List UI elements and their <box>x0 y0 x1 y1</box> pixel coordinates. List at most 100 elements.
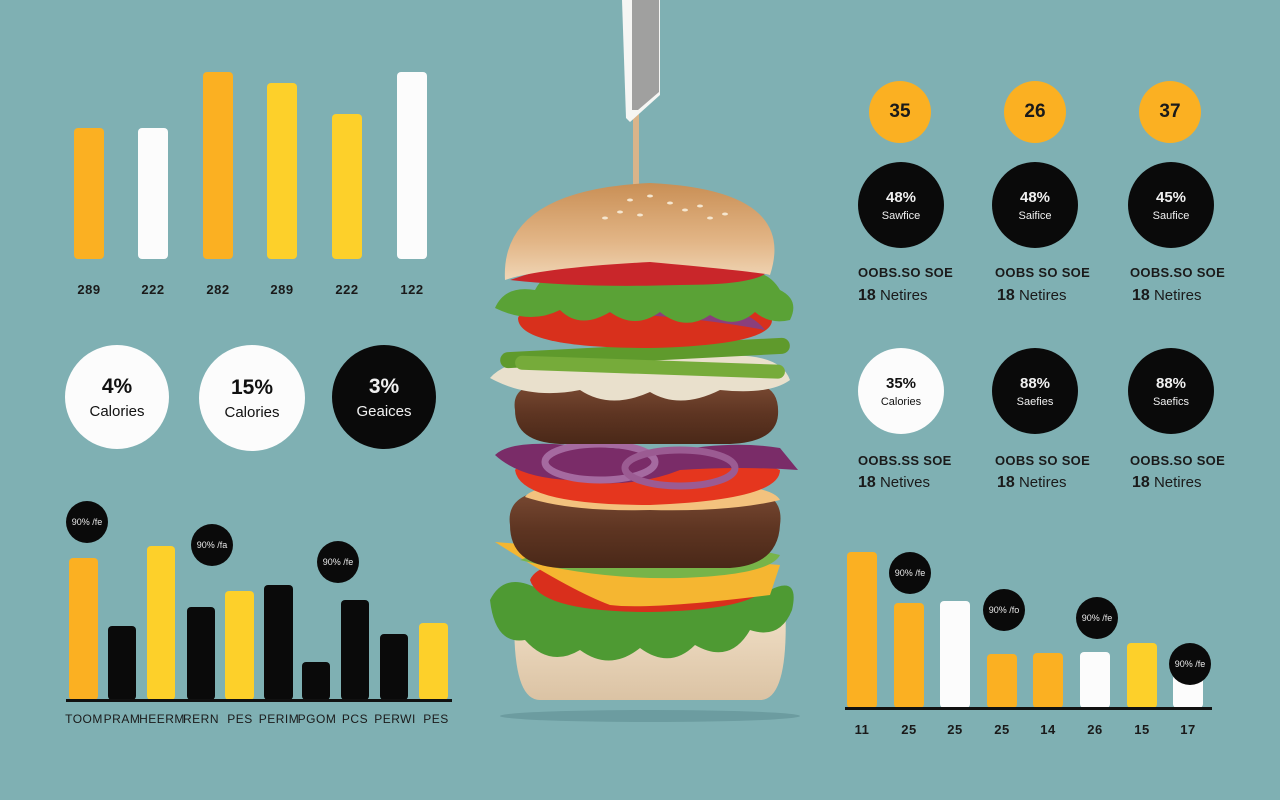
x-axis-line <box>845 707 1212 710</box>
stat-label: Sawfice <box>881 209 921 222</box>
chart-bar <box>138 128 168 259</box>
chart-bar <box>302 662 330 700</box>
stat-percent: 35% <box>885 374 917 392</box>
stat-label: Saufice <box>1152 209 1190 222</box>
chart-bar <box>203 72 233 259</box>
bar-label: 122 <box>400 282 424 297</box>
bar-label: PES <box>227 712 253 726</box>
stat-count: 18 Netives <box>858 474 930 492</box>
stat-code: OOBS.SO SOE <box>1130 265 1226 280</box>
bar-label: TOOM <box>65 712 103 726</box>
stat-label: Saefics <box>1152 395 1190 408</box>
stat-circle: 4% Calories <box>65 345 169 449</box>
chart-bar <box>1080 652 1110 708</box>
bar-label: 17 <box>1180 722 1196 737</box>
stat-code: OOBS.SS SOE <box>858 453 952 468</box>
stat-count-value: 18 <box>997 474 1015 491</box>
number-value: 35 <box>889 101 911 122</box>
chart-bar <box>940 601 970 708</box>
percent-badge: 90% /fo <box>983 589 1025 631</box>
stat-code: OOBS.SO SOE <box>1130 453 1226 468</box>
stat-count: 18 Netires <box>1132 474 1201 492</box>
stat-circle: 88% Saefies <box>992 348 1078 434</box>
stat-label: Calories <box>880 395 922 408</box>
stat-count-unit: Netives <box>879 474 930 491</box>
stat-percent: 48% <box>1019 188 1051 206</box>
chart-bar <box>1127 643 1157 708</box>
stat-count-value: 18 <box>858 287 876 304</box>
chart-bar <box>69 558 98 700</box>
chart-bar <box>397 72 427 259</box>
bar-label: 289 <box>270 282 294 297</box>
stat-percent: 88% <box>1155 374 1187 392</box>
stat-count-value: 18 <box>997 287 1015 304</box>
number-circle: 26 <box>1004 81 1066 143</box>
chart-bar <box>341 600 369 700</box>
stat-percent: 3% <box>368 374 400 398</box>
chart-bar <box>987 654 1017 708</box>
stat-code: OOBS SO SOE <box>995 453 1091 468</box>
percent-badge: 90% /fe <box>889 552 931 594</box>
chart-bar <box>847 552 877 708</box>
stat-count-value: 18 <box>1132 287 1150 304</box>
chart-bar <box>380 634 408 700</box>
stat-count-unit: Netires <box>1153 474 1202 491</box>
burger-icon <box>490 0 800 722</box>
chart-bar <box>267 83 297 259</box>
chart-bar <box>264 585 293 700</box>
bar-label: 222 <box>141 282 165 297</box>
stat-circle: 88% Saefics <box>1128 348 1214 434</box>
chart-bar <box>225 591 254 700</box>
bar-label: 15 <box>1134 722 1150 737</box>
stat-count: 18 Netires <box>997 287 1066 305</box>
chart-bar <box>74 128 104 259</box>
number-value: 26 <box>1024 101 1046 122</box>
stat-code: OOBS.SO SOE <box>858 265 954 280</box>
stat-percent: 45% <box>1155 188 1187 206</box>
stat-count: 18 Netires <box>997 474 1066 492</box>
x-axis-line <box>66 699 452 702</box>
stat-count: 18 Netires <box>858 287 927 305</box>
stat-label: Saifice <box>1018 209 1052 222</box>
stat-percent: 15% <box>230 375 274 399</box>
chart-bar <box>108 626 136 700</box>
stat-circle: 3% Geaices <box>332 345 436 449</box>
stat-count-unit: Netires <box>879 287 928 304</box>
number-circle: 35 <box>869 81 931 143</box>
bar-label: PGOM <box>297 712 337 726</box>
bar-label: 222 <box>335 282 359 297</box>
bar-label: PCS <box>341 712 369 726</box>
bar-label: PES <box>423 712 449 726</box>
bar-label: 289 <box>77 282 101 297</box>
percent-badge: 90% /fe <box>66 501 108 543</box>
stat-label: Calories <box>224 403 280 421</box>
stat-circle: 48% Saifice <box>992 162 1078 248</box>
chart-bar <box>1033 653 1063 708</box>
stat-percent: 4% <box>101 374 133 398</box>
stat-count: 18 Netires <box>1132 287 1201 305</box>
stat-circle: 35% Calories <box>858 348 944 434</box>
bar-label: PERIM <box>258 712 300 726</box>
number-circle: 37 <box>1139 81 1201 143</box>
chart-bar <box>419 623 448 700</box>
bar-label: 11 <box>854 722 870 737</box>
stat-circle: 15% Calories <box>199 345 305 451</box>
stat-count-unit: Netires <box>1018 287 1067 304</box>
bar-label: PERWI <box>374 712 416 726</box>
number-value: 37 <box>1159 101 1181 122</box>
stat-circle: 48% Sawfice <box>858 162 944 248</box>
percent-badge: 90% /fe <box>1169 643 1211 685</box>
stat-count-value: 18 <box>858 474 876 491</box>
chart-bar <box>187 607 215 700</box>
bar-label: PRAM <box>103 712 141 726</box>
burger-illustration <box>480 0 820 730</box>
bar-label: 25 <box>994 722 1010 737</box>
stat-percent: 88% <box>1019 374 1051 392</box>
stat-label: Geaices <box>356 402 412 420</box>
chart-bar <box>332 114 362 259</box>
stat-label: Saefies <box>1016 395 1054 408</box>
stat-percent: 48% <box>885 188 917 206</box>
bar-label: 14 <box>1040 722 1056 737</box>
chart-bar <box>147 546 175 700</box>
bar-label: HEERM <box>139 712 185 726</box>
